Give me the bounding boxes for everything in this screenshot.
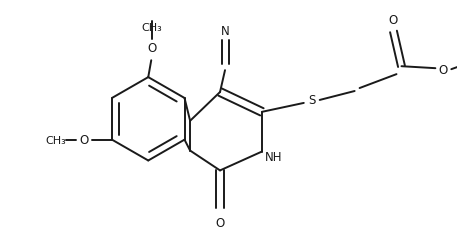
Text: O: O <box>439 63 448 76</box>
Text: NH: NH <box>265 150 283 163</box>
Text: O: O <box>147 42 157 55</box>
Text: CH₃: CH₃ <box>142 23 163 33</box>
Text: O: O <box>215 216 225 228</box>
Text: CH₃: CH₃ <box>46 135 66 145</box>
Text: O: O <box>389 14 398 27</box>
Text: S: S <box>308 94 316 107</box>
Text: O: O <box>79 134 89 146</box>
Text: N: N <box>221 25 229 38</box>
